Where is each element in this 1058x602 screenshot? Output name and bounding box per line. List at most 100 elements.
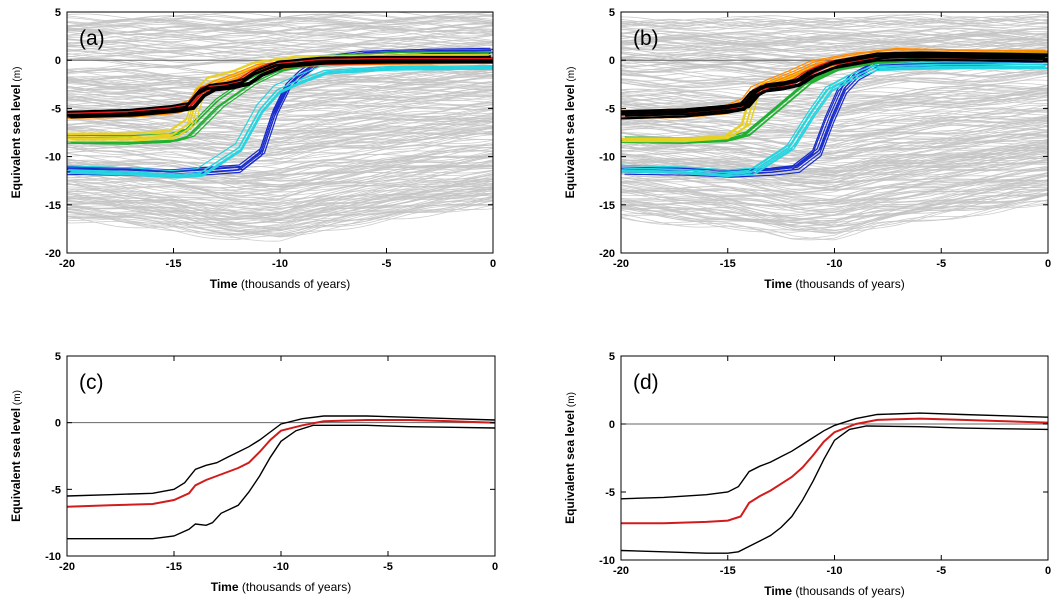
ensemble-line [621, 200, 1048, 240]
y-tick-label: 0 [609, 55, 615, 67]
ensemble-line [621, 140, 1048, 172]
ensemble-line [67, 31, 493, 44]
x-tick-label: 0 [1045, 565, 1051, 577]
ensemble-line [621, 192, 1048, 232]
ensemble-line [67, 167, 493, 201]
y-tick-label: 5 [609, 7, 615, 19]
ensemble-line [67, 188, 493, 228]
y-tick-label: 5 [55, 7, 61, 19]
series-line [69, 67, 493, 178]
ensemble-line [67, 110, 493, 128]
ensemble-line [67, 103, 493, 128]
plot-area [621, 412, 1048, 554]
ensemble-line [67, 192, 493, 222]
x-tick-label: -15 [720, 565, 736, 577]
ensemble-line [67, 42, 493, 54]
ensemble-line [621, 159, 1048, 194]
ensemble-line [67, 200, 493, 242]
ensemble-line [67, 178, 493, 208]
series-line [67, 53, 489, 134]
ensemble-line [67, 121, 493, 147]
ensemble-line [67, 180, 493, 213]
ensemble-line [621, 68, 1048, 86]
x-tick-label: -5 [936, 565, 946, 577]
ensemble-line [67, 21, 493, 32]
series-line [68, 65, 493, 176]
ensemble-line [621, 40, 1048, 52]
plot-area [67, 415, 495, 540]
ensemble-line [621, 120, 1048, 138]
x-tick-label: -5 [383, 561, 393, 573]
series-line [67, 419, 495, 508]
x-tick-label: 0 [1045, 258, 1051, 270]
panel-label: (b) [633, 27, 659, 50]
series-line [67, 424, 495, 540]
ensemble-line [67, 130, 493, 154]
ensemble-line [67, 191, 493, 229]
ensemble-line [621, 189, 1048, 227]
ensemble-line [67, 70, 493, 86]
ensemble-line [621, 189, 1048, 224]
ensemble-line [67, 29, 493, 40]
ensemble-line [67, 113, 493, 132]
y-tick-label: 5 [609, 351, 615, 363]
y-tick-label: -20 [599, 248, 615, 260]
ensemble-line [67, 165, 493, 189]
ensemble-line [67, 204, 493, 238]
ensemble-line [621, 69, 1048, 85]
series-line [68, 60, 493, 118]
ensemble-line [67, 179, 493, 205]
x-tick-label: -20 [59, 258, 75, 270]
ensemble-line [67, 164, 493, 197]
ensemble-line [621, 38, 1048, 51]
series-line [621, 425, 1048, 554]
plot-frame [620, 355, 1049, 561]
ensemble-line [621, 119, 1048, 146]
y-tick-label: -10 [45, 152, 61, 164]
ensemble-line [67, 42, 493, 53]
ensemble-line [67, 180, 493, 206]
series-line [621, 65, 1046, 176]
ensemble-line [621, 163, 1048, 192]
ensemble-line [621, 143, 1048, 174]
y-axis-label: Equivalent sea level (m) [9, 390, 23, 522]
x-tick-label: -5 [936, 258, 946, 270]
ensemble-line [67, 109, 493, 135]
x-tick-label: -10 [273, 561, 289, 573]
y-tick-label: 0 [55, 418, 61, 430]
ensemble-line [621, 18, 1048, 29]
x-tick-label: -15 [720, 258, 736, 270]
chart-panel-3: -20 -15 -10 -5 0 -10 -5 0 5 (d) Time (thousands of… [563, 351, 1051, 598]
ensemble-line [67, 148, 493, 169]
ensemble-line [621, 133, 1048, 160]
ensemble-line [67, 152, 493, 176]
ensemble-line [67, 42, 493, 55]
ensemble-line [67, 187, 493, 215]
ensemble-line [621, 120, 1048, 144]
y-tick-label: 0 [609, 419, 615, 431]
x-axis-label: Time (thousands of years) [210, 277, 351, 291]
y-tick-label: -15 [45, 200, 61, 212]
ensemble-line [67, 149, 493, 177]
ensemble-line [67, 13, 493, 24]
ensemble-line [621, 73, 1048, 92]
chart-panel-0: -20 -15 -10 -5 0 -20 -15 -10 -5 0 5 (a) Time (thousa… [9, 7, 496, 291]
ensemble-line [67, 93, 493, 114]
ensemble-line [621, 117, 1048, 137]
ensemble-line [67, 107, 493, 133]
y-tick-label: 0 [55, 55, 61, 67]
ensemble-line [67, 30, 493, 42]
ensemble-line [621, 16, 1048, 27]
ensemble-line [67, 26, 493, 38]
ensemble-line [621, 145, 1048, 167]
x-tick-label: -5 [382, 258, 392, 270]
ensemble-line [621, 33, 1048, 45]
ensemble-line [67, 112, 493, 136]
ensemble-line [67, 197, 493, 237]
series-line [67, 57, 493, 114]
ensemble-line [67, 183, 493, 220]
ensemble-line [621, 25, 1048, 36]
ensemble-line [621, 104, 1048, 129]
ensemble-line [67, 19, 493, 31]
